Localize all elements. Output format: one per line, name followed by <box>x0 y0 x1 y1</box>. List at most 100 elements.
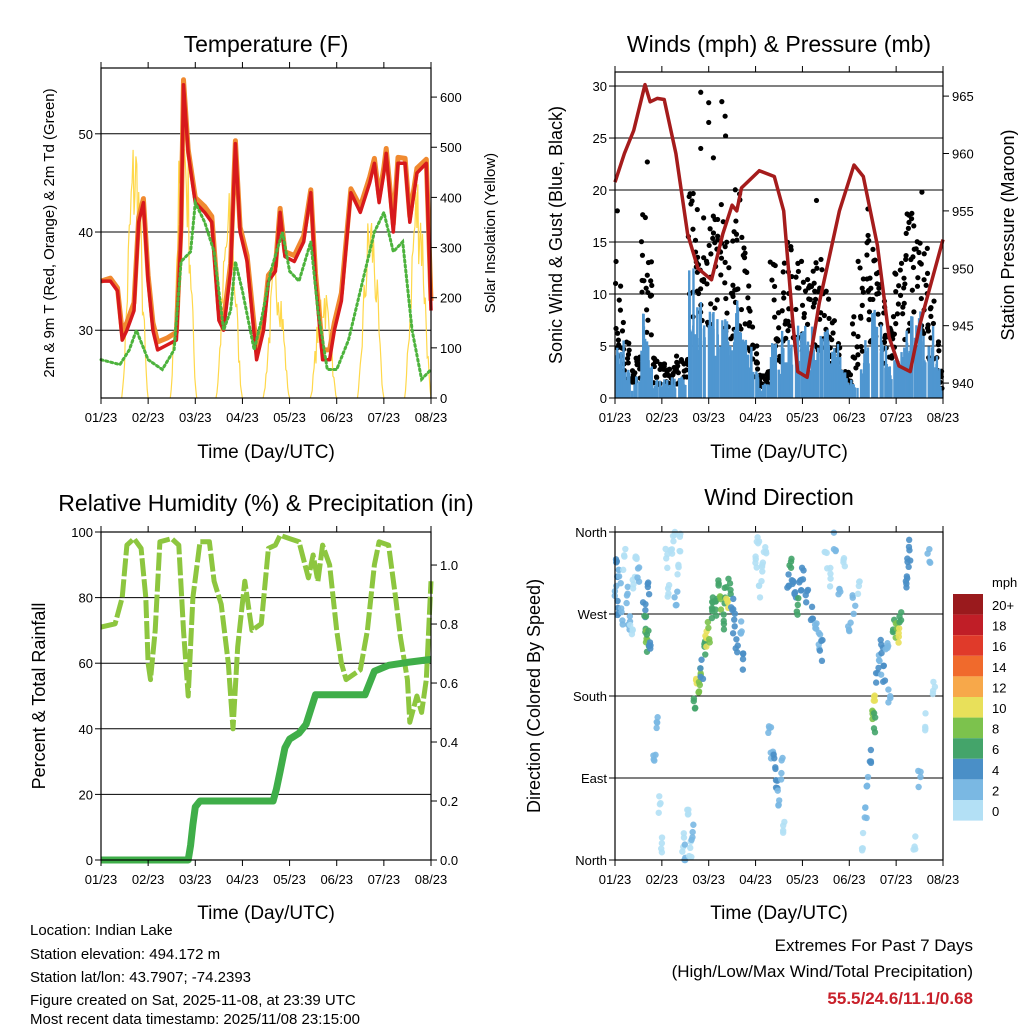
gust-point <box>745 295 751 301</box>
direction-point <box>870 725 878 732</box>
direction-point <box>862 804 869 811</box>
gust-point <box>769 277 775 283</box>
direction-point <box>663 555 670 562</box>
gust-point <box>762 377 769 383</box>
gust-point <box>683 367 689 373</box>
direction-point <box>830 529 838 536</box>
y-tick-label: 30 <box>79 323 93 338</box>
direction-point <box>697 665 704 672</box>
gust-point <box>644 272 650 278</box>
direction-point <box>776 797 783 804</box>
direction-point <box>808 603 816 611</box>
gust-point <box>686 193 692 200</box>
gridlines <box>615 531 943 861</box>
direction-point <box>720 626 728 633</box>
direction-point <box>658 834 666 841</box>
gust-point <box>855 361 861 367</box>
direction-point <box>642 606 649 614</box>
direction-point <box>794 611 801 618</box>
direction-point <box>658 840 666 847</box>
winds-title: Winds (mph) & Pressure (mb) <box>627 31 931 57</box>
direction-point <box>896 613 903 620</box>
gust-point <box>867 275 873 281</box>
y-tick-label: 30 <box>593 79 607 94</box>
gust-point <box>873 271 880 277</box>
gust-point <box>734 237 740 243</box>
footer-created: Figure created on Sat, 2025-11-08, at 23… <box>30 992 356 1009</box>
x-tick-label: 07/23 <box>368 872 401 887</box>
direction-point <box>850 610 857 618</box>
y-tick-label-right: 960 <box>952 147 974 162</box>
gust-point <box>639 277 645 284</box>
solar-insolation-line <box>404 184 432 399</box>
x-tick-label: 02/23 <box>132 872 165 887</box>
y-tick-label: 0 <box>600 391 607 406</box>
gust-point <box>780 269 786 275</box>
direction-point <box>730 595 737 603</box>
direction-point <box>674 571 681 578</box>
direction-point <box>760 548 768 556</box>
legend-label: 12 <box>992 680 1006 695</box>
gust-point <box>908 216 915 222</box>
gust-point <box>648 278 654 284</box>
gust-point <box>867 296 873 302</box>
x-tick-label: 02/23 <box>132 410 165 425</box>
y-tick-label-right: 300 <box>440 241 462 256</box>
direction-point <box>785 571 792 578</box>
direction-point <box>621 553 628 560</box>
gust-point <box>715 233 721 239</box>
axes: 0 20 40 60 80 100 0.0 0.2 0.4 0.6 0.8 1.0 01/23 02/23… <box>71 525 458 887</box>
axes: North East South West North 01/23 02/23 03/23 04… <box>573 525 959 887</box>
data-marks <box>99 77 434 399</box>
solar-insolation-line <box>309 294 338 399</box>
y-tick-label: 0 <box>86 853 93 868</box>
gust-point <box>788 243 794 250</box>
gust-point <box>855 352 861 358</box>
winds-pressure-panel: 0 5 10 15 20 25 30 940 945 950 955 960 965 01/23 02/23… <box>593 66 974 425</box>
gust-point <box>722 113 728 119</box>
gust-point <box>897 267 903 273</box>
gust-point <box>732 187 738 193</box>
gust-point <box>893 288 899 295</box>
direction-point <box>614 597 621 605</box>
gust-point <box>638 239 645 245</box>
direction-point <box>723 595 730 602</box>
direction-point <box>849 594 856 601</box>
y-tick-label: 50 <box>79 127 93 142</box>
direction-point <box>675 561 682 569</box>
direction-point <box>677 548 684 555</box>
direction-point <box>628 630 636 638</box>
gust-point <box>903 230 909 236</box>
direction-point <box>819 636 826 644</box>
direction-point <box>653 718 660 726</box>
temperature-ylabel: 2m & 9m T (Red, Orange) & 2m Td (Green) <box>41 88 58 377</box>
gust-point <box>866 309 873 315</box>
gust-point <box>708 301 714 307</box>
gust-point <box>648 332 654 338</box>
gust-point <box>917 240 923 246</box>
direction-point <box>712 606 719 613</box>
direction-point <box>620 566 627 574</box>
gust-point <box>644 307 650 313</box>
direction-point <box>887 693 894 700</box>
direction-point <box>856 578 863 585</box>
gust-point <box>626 347 632 353</box>
gust-point <box>802 288 809 294</box>
direction-point <box>731 623 738 630</box>
gust-point <box>648 292 655 298</box>
gust-point <box>629 368 636 374</box>
plot-frame <box>614 71 944 399</box>
y-tick-label: 20 <box>79 787 93 802</box>
direction-point <box>875 657 883 664</box>
gust-point <box>722 133 729 139</box>
legend-swatch <box>953 635 983 656</box>
gust-point <box>814 265 820 271</box>
direction-point <box>662 545 669 553</box>
gust-point <box>718 272 724 278</box>
gust-point <box>738 306 745 313</box>
gust-point <box>890 314 897 320</box>
gust-point <box>754 343 760 349</box>
direction-point <box>739 655 747 663</box>
gust-point <box>674 360 681 366</box>
x-tick-label: 05/23 <box>273 872 306 887</box>
